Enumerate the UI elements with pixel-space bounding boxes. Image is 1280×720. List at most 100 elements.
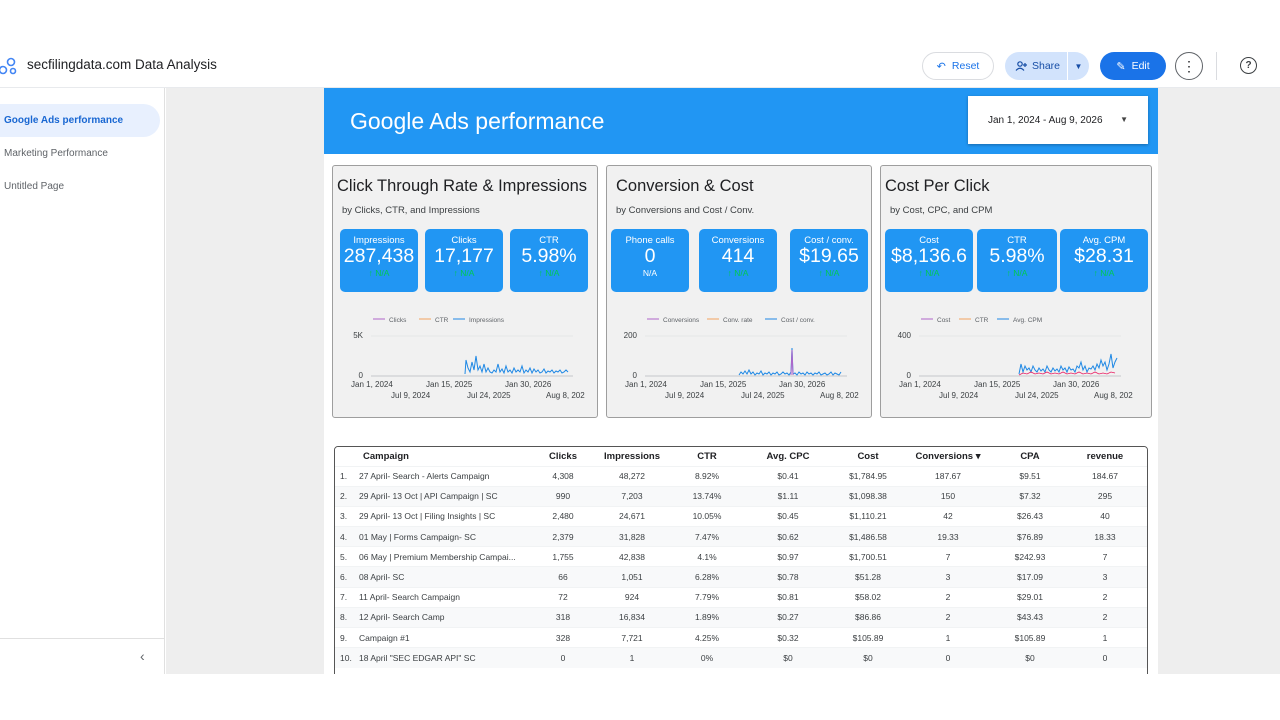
kpi-delta: ↑ N/A — [538, 268, 560, 278]
kpi-value: 5.98% — [521, 245, 577, 267]
table-cell: 0 — [1063, 647, 1147, 668]
table-cell: 06 May | Premium Membership Campai... — [359, 546, 537, 567]
x-tick: Aug 8, 202 — [1094, 391, 1133, 400]
table-cell: 295 — [1063, 485, 1147, 507]
sidebar-item-untitled-page[interactable]: Untitled Page — [4, 181, 65, 192]
card-cost-per-click: Cost Per Click by Cost, CPC, and CPM Cos… — [880, 165, 1152, 418]
x-tick: Jan 15, 2025 — [426, 380, 473, 389]
table-cell: $0.78 — [739, 566, 837, 588]
timeseries-chart[interactable]: Clicks CTR Impressions 5K 0 Jan 1, 2024 … — [333, 306, 599, 416]
collapse-sidebar-icon[interactable]: ‹ — [140, 648, 145, 664]
table-cell: 42 — [899, 505, 997, 527]
table-cell: 1.89% — [675, 606, 739, 628]
cost-per-conv-series — [738, 347, 842, 376]
table-row[interactable]: 3. 29 April- 13 Oct | Filing Insights | S… — [335, 505, 1147, 527]
column-header-sorted[interactable]: Conversions ▾ — [899, 447, 997, 466]
sidebar: Google Ads performance Marketing Perform… — [0, 88, 165, 674]
table-cell: $0 — [739, 647, 837, 668]
kpi-delta: ↑ N/A — [368, 268, 390, 278]
edit-button[interactable]: ✎ Edit — [1100, 52, 1166, 80]
table-cell: 7 — [1063, 546, 1147, 567]
table-cell: $58.02 — [837, 586, 899, 608]
more-options-icon[interactable]: ⋮ — [1175, 52, 1203, 80]
legend-label: Impressions — [469, 317, 505, 324]
logo-icon — [0, 57, 17, 75]
column-header[interactable]: Cost — [837, 447, 899, 466]
column-header[interactable]: Clicks — [537, 447, 589, 466]
timeseries-chart[interactable]: Cost CTR Avg. CPM 400 0 Jan 1, 2024 Jan … — [881, 306, 1147, 416]
column-header[interactable]: revenue — [1063, 447, 1147, 466]
column-header-index — [335, 447, 359, 466]
x-tick: Aug 8, 202 — [546, 391, 585, 400]
table-row[interactable]: 10. 18 April "SEC EDGAR API" SC 0 1 0% $0 $0 0 $… — [335, 647, 1147, 668]
kpi-cost-per-conversion[interactable]: Cost / conv. $19.65 ↑ N/A — [790, 229, 868, 292]
table-cell: $0.62 — [739, 526, 837, 547]
table-cell: 19.33 — [899, 526, 997, 547]
row-index: 6. — [335, 566, 359, 588]
table-cell: 150 — [899, 485, 997, 507]
table-row[interactable]: 5. 06 May | Premium Membership Campai... 1… — [335, 546, 1147, 567]
table-row[interactable]: 2. 29 April- 13 Oct | API Campaign | SC 99… — [335, 485, 1147, 507]
table-row[interactable]: 6. 08 April- SC 66 1,051 6.28% $0.78 $51.28 3 $1… — [335, 566, 1147, 588]
kpi-label: CTR — [539, 235, 559, 246]
legend-label: CTR — [435, 317, 449, 324]
table-row[interactable]: 8. 12 April- Search Camp 318 16,834 1.89% $0.… — [335, 606, 1147, 628]
table-cell: $29.01 — [997, 586, 1063, 608]
table-cell: 0 — [537, 647, 589, 668]
timeseries-chart[interactable]: Conversions Conv. rate Cost / conv. 200 … — [607, 306, 873, 416]
kpi-impressions[interactable]: Impressions 287,438 ↑ N/A — [340, 229, 418, 292]
kpi-label: CTR — [1007, 235, 1027, 246]
column-header[interactable]: CPA — [997, 447, 1063, 466]
table-cell: $1,098.38 — [837, 485, 899, 507]
column-header[interactable]: Avg. CPC — [739, 447, 837, 466]
cost-series — [1018, 371, 1116, 376]
kpi-clicks[interactable]: Clicks 17,177 ↑ N/A — [425, 229, 503, 292]
column-header[interactable]: CTR — [675, 447, 739, 466]
x-tick: Jul 24, 2025 — [1015, 391, 1059, 400]
kpi-phone-calls[interactable]: Phone calls 0 N/A — [611, 229, 689, 292]
table-cell: 924 — [589, 586, 675, 608]
table-cell: $17.09 — [997, 566, 1063, 588]
kpi-ctr[interactable]: CTR 5.98% ↑ N/A — [510, 229, 588, 292]
column-header[interactable]: Impressions — [589, 447, 675, 466]
table-row[interactable]: 1. 27 April- Search - Alerts Campaign 4,30… — [335, 465, 1147, 487]
row-index: 2. — [335, 485, 359, 507]
add-person-icon — [1015, 61, 1027, 71]
kpi-conversions[interactable]: Conversions 414 ↑ N/A — [699, 229, 777, 292]
pencil-icon: ✎ — [1116, 60, 1126, 73]
share-dropdown-icon[interactable]: ▼ — [1074, 61, 1083, 71]
avg-cpm-series — [1018, 353, 1118, 375]
table-cell: 18.33 — [1063, 526, 1147, 547]
sidebar-item-marketing-performance[interactable]: Marketing Performance — [4, 148, 108, 159]
help-icon[interactable]: ? — [1240, 57, 1257, 74]
table-row[interactable]: 9. Campaign #1 328 7,721 4.25% $0.32 $105.89 1 $… — [335, 626, 1147, 648]
row-index: 8. — [335, 606, 359, 628]
kpi-label: Cost / conv. — [804, 235, 854, 246]
column-header[interactable]: Campaign — [359, 447, 537, 466]
table-cell: 4.1% — [675, 546, 739, 567]
table-cell: 7,721 — [589, 626, 675, 648]
share-button[interactable]: Share ▼ — [1005, 52, 1089, 80]
table-cell: $51.28 — [837, 566, 899, 588]
edit-label: Edit — [1131, 60, 1150, 72]
kpi-cost[interactable]: Cost $8,136.6 ↑ N/A — [885, 229, 973, 292]
undo-icon: ↶ — [936, 60, 946, 73]
table-cell: $9.51 — [997, 465, 1063, 487]
kpi-ctr[interactable]: CTR 5.98% ↑ N/A — [977, 229, 1057, 292]
legend-label: CTR — [975, 317, 989, 324]
row-index: 10. — [335, 647, 359, 668]
reset-button[interactable]: ↶ Reset — [922, 52, 994, 80]
campaign-table[interactable]: Campaign Clicks Impressions CTR Avg. CPC… — [334, 446, 1148, 674]
table-cell: 184.67 — [1063, 465, 1147, 487]
sidebar-item-google-ads-performance[interactable]: Google Ads performance — [0, 104, 160, 137]
table-cell: 1,755 — [537, 546, 589, 567]
table-cell: 8.92% — [675, 465, 739, 487]
table-row[interactable]: 4. 01 May | Forms Campaign- SC 2,379 31,828… — [335, 526, 1147, 547]
table-cell: 1 — [1063, 626, 1147, 648]
share-main[interactable]: Share — [1005, 52, 1067, 80]
table-row[interactable]: 7. 11 April- Search Campaign 72 924 7.79% $0.… — [335, 586, 1147, 608]
date-range-control[interactable]: Jan 1, 2024 - Aug 9, 2026 ▼ — [968, 96, 1148, 144]
toolbar-divider — [1216, 52, 1217, 80]
kpi-avg-cpm[interactable]: Avg. CPM $28.31 ↑ N/A — [1060, 229, 1148, 292]
table-cell: 1 — [589, 647, 675, 668]
